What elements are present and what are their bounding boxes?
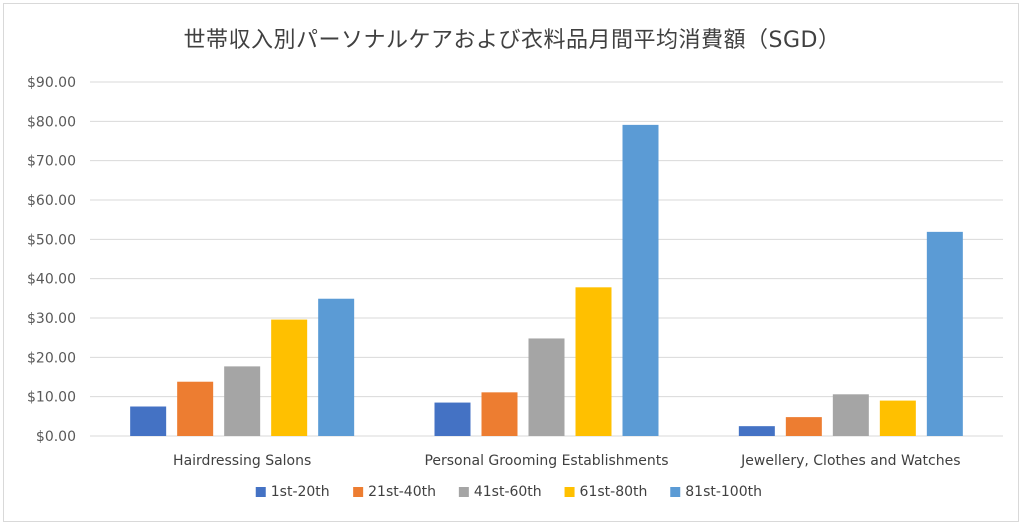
legend-label: 21st-40th	[368, 484, 436, 500]
bar	[575, 287, 612, 436]
legend-label: 81st-100th	[685, 484, 762, 500]
bar	[926, 231, 963, 436]
chart-title: 世帯収入別パーソナルケアおよび衣料品月間平均消費額（SGD）	[183, 28, 841, 53]
legend-label: 61st-80th	[580, 484, 648, 500]
category-label: Personal Grooming Establishments	[424, 453, 668, 469]
bar	[271, 319, 308, 436]
bar	[318, 298, 355, 436]
y-tick-label: $20.00	[27, 350, 76, 366]
y-tick-label: $70.00	[27, 154, 76, 170]
y-tick-label: $60.00	[27, 193, 76, 209]
legend: 1st-20th 21st-40th 41st-60th 61st-80th 81st-…	[255, 484, 762, 500]
bar	[130, 406, 167, 436]
y-axis-ticks: $0.00 $10.00 $20.00 $30.00 $40.00 $50.00 $60.0…	[27, 75, 76, 445]
bar	[481, 392, 518, 436]
category-labels: Hairdressing Salons Personal Grooming Est…	[173, 453, 960, 469]
legend-label: 1st-20th	[271, 484, 330, 500]
y-tick-label: $50.00	[27, 232, 76, 248]
legend-swatch	[564, 487, 575, 497]
y-tick-label: $80.00	[27, 114, 76, 130]
y-tick-label: $40.00	[27, 272, 76, 288]
bar	[177, 381, 214, 436]
category-label: Jewellery, Clothes and Watches	[740, 453, 960, 469]
y-tick-label: $90.00	[27, 75, 76, 91]
legend-label: 41st-60th	[474, 484, 542, 500]
bar	[738, 426, 775, 436]
y-tick-label: $10.00	[27, 390, 76, 406]
bar	[832, 394, 869, 436]
bar	[224, 366, 261, 436]
bar	[622, 124, 659, 436]
legend-swatch	[255, 487, 266, 497]
bar	[434, 402, 471, 436]
legend-swatch	[670, 487, 681, 497]
legend-swatch	[458, 487, 469, 497]
y-tick-label: $30.00	[27, 311, 76, 327]
bar	[785, 417, 822, 436]
category-label: Hairdressing Salons	[173, 453, 311, 469]
bars	[130, 124, 963, 436]
legend-swatch	[353, 487, 364, 497]
bar	[879, 400, 916, 436]
bar	[528, 338, 565, 436]
y-tick-label: $0.00	[36, 429, 76, 445]
